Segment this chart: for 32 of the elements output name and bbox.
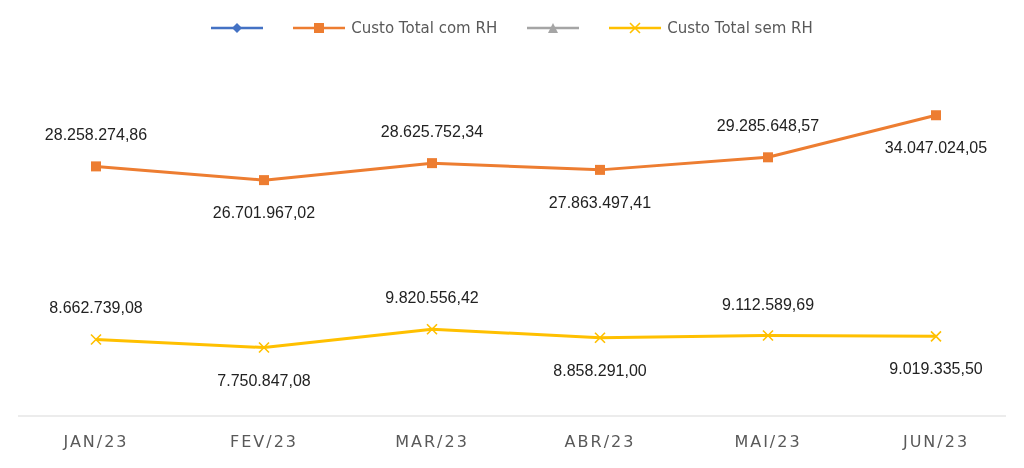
- data-label: 29.285.648,57: [716, 117, 820, 135]
- point: [595, 164, 605, 175]
- x-tick-label: MAI/23: [734, 432, 802, 452]
- x-tick-label: JUN/23: [901, 432, 970, 452]
- data-label: 28.625.752,34: [380, 123, 484, 141]
- point: [931, 110, 941, 121]
- point: [91, 161, 101, 172]
- point: [90, 333, 102, 346]
- point: [259, 175, 269, 186]
- x-tick-label: JAN/23: [62, 432, 129, 452]
- x-tick-label: ABR/23: [564, 432, 636, 452]
- x-tick-label: FEV/23: [229, 432, 299, 452]
- data-label: 34.047.024,05: [884, 139, 988, 157]
- data-label: 8.662.739,08: [49, 299, 143, 317]
- data-label: 7.750.847,08: [217, 371, 311, 389]
- point: [426, 323, 438, 336]
- point: [763, 152, 773, 163]
- point: [762, 329, 774, 342]
- legend-label: Custo Total com RH: [351, 19, 498, 37]
- legend-label: Custo Total sem RH: [667, 19, 813, 37]
- point: [427, 158, 437, 169]
- x-tick-label: MAR/23: [395, 432, 469, 452]
- point: [594, 331, 606, 344]
- data-label: 26.701.967,02: [212, 204, 316, 222]
- point: [930, 330, 942, 343]
- data-label: 28.258.274,86: [44, 126, 148, 144]
- data-label: 9.112.589,69: [721, 295, 815, 313]
- data-label: 27.863.497,41: [548, 193, 652, 211]
- data-label: 8.858.291,00: [553, 361, 647, 379]
- data-label: 9.820.556,42: [385, 289, 479, 307]
- point: [258, 341, 270, 354]
- data-label: 9.019.335,50: [889, 360, 983, 378]
